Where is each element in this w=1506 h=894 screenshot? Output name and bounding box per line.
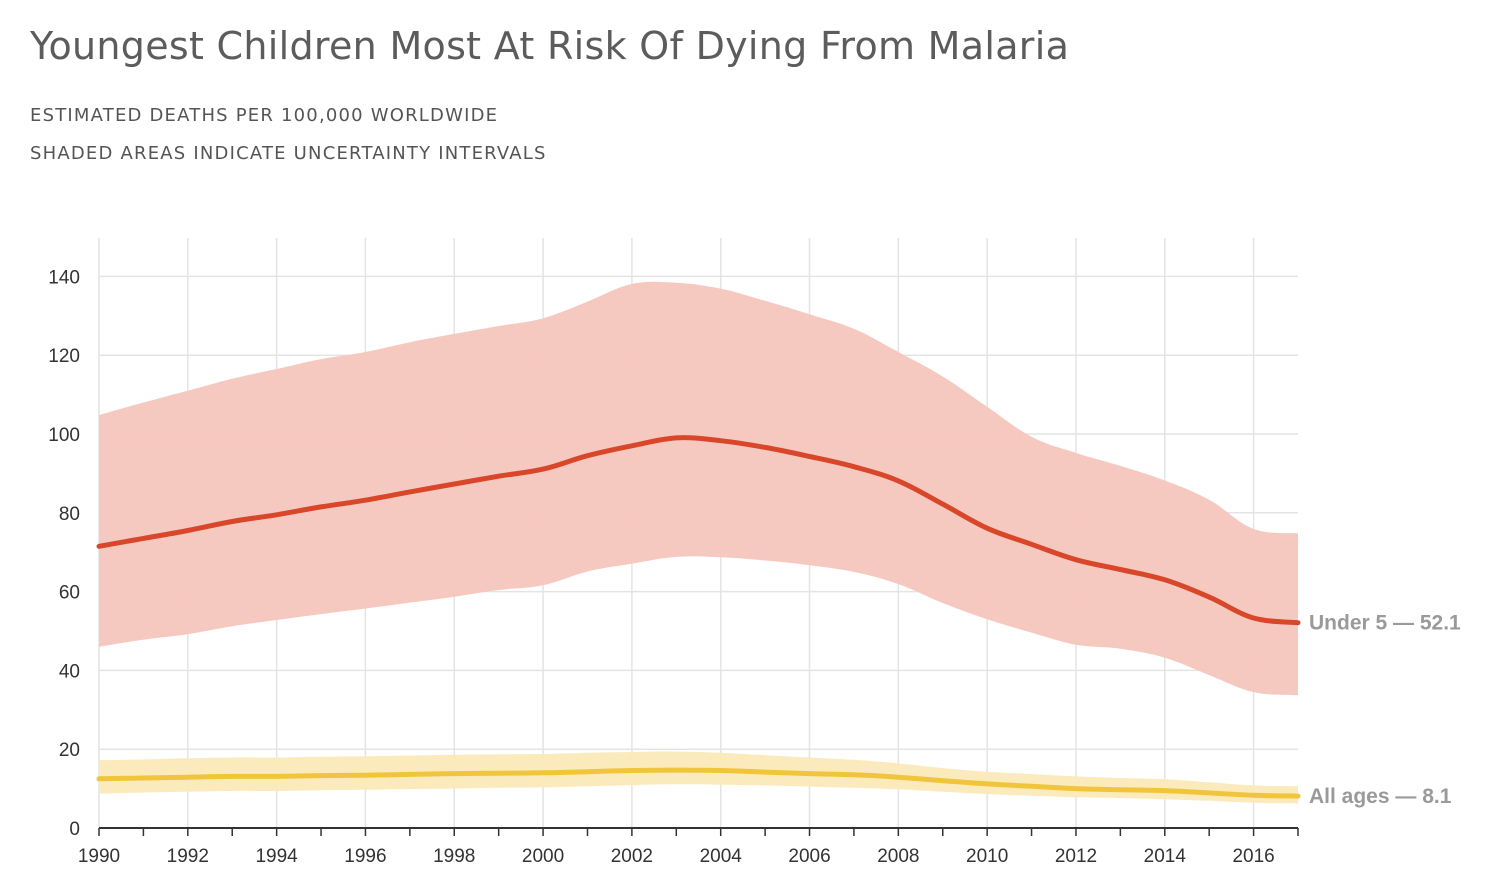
x-tick-label-1994: 1994	[255, 846, 298, 867]
chart-title: Youngest Children Most At Risk Of Dying …	[30, 24, 1070, 68]
series-label-under-5: Under 5 — 52.1	[1309, 612, 1461, 635]
y-tick-label-20: 20	[59, 740, 80, 761]
x-tick-label-2010: 2010	[966, 846, 1008, 867]
x-tick-label-1992: 1992	[167, 846, 209, 867]
y-tick-label-0: 0	[69, 819, 80, 840]
y-tick-label-80: 80	[59, 504, 80, 525]
chart-subtitle-units: ESTIMATED DEATHS PER 100,000 WORLDWIDE	[30, 105, 499, 126]
series-line-all-ages	[96, 767, 1301, 799]
y-tick-label-120: 120	[48, 346, 80, 367]
x-tick-label-2004: 2004	[700, 846, 743, 867]
y-tick-label-60: 60	[59, 583, 80, 604]
uncertainty-band-under-5	[99, 281, 1298, 696]
x-tick-label-2002: 2002	[611, 846, 653, 867]
x-tick-label-1998: 1998	[433, 846, 475, 867]
x-tick-label-2000: 2000	[522, 846, 564, 867]
x-tick-label-2016: 2016	[1232, 846, 1274, 867]
x-tick-label-2006: 2006	[788, 846, 830, 867]
x-tick-label-2008: 2008	[877, 846, 919, 867]
x-tick-label-1990: 1990	[78, 846, 120, 867]
uncertainty-band-all-ages	[99, 751, 1298, 804]
series-line-under-5	[96, 435, 1301, 626]
y-tick-label-40: 40	[59, 661, 80, 682]
series-label-all-ages: All ages — 8.1	[1309, 785, 1452, 808]
y-tick-label-140: 140	[48, 267, 80, 288]
chart-subtitle-uncertainty: SHADED AREAS INDICATE UNCERTAINTY INTERV…	[30, 143, 547, 164]
x-tick-label-1996: 1996	[344, 846, 386, 867]
y-tick-label-100: 100	[48, 425, 80, 446]
x-tick-label-2012: 2012	[1055, 846, 1097, 867]
x-tick-label-2014: 2014	[1144, 846, 1187, 867]
